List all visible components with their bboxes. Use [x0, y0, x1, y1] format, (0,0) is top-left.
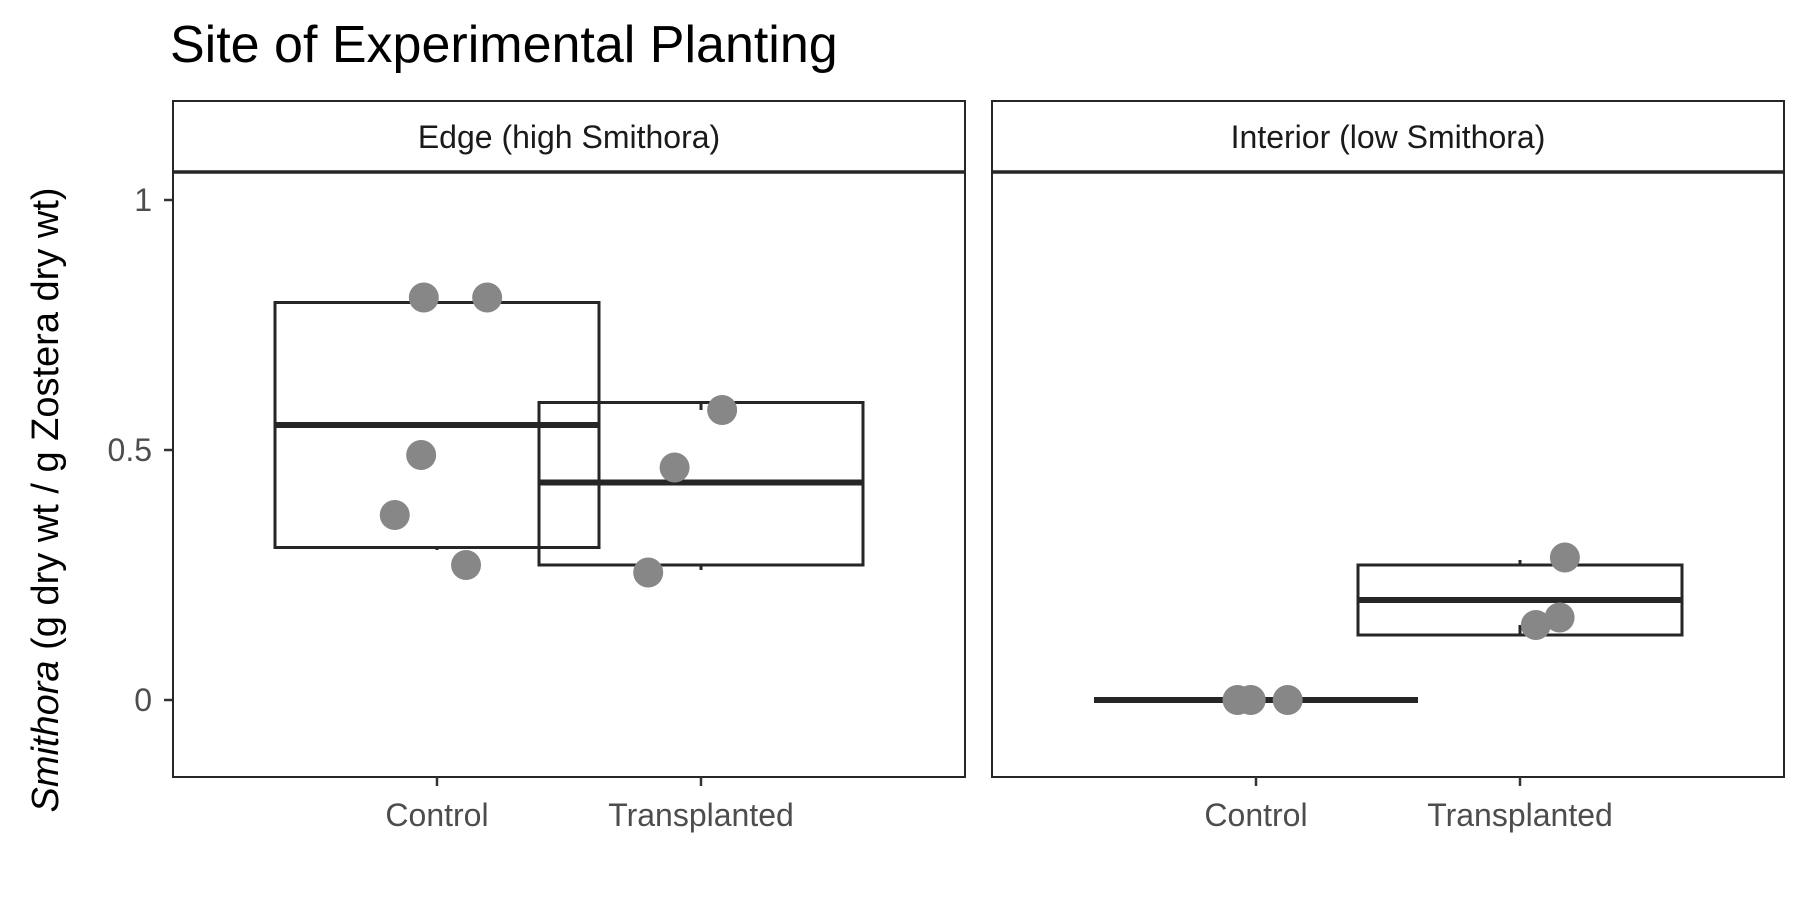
- panel-0-control-point-1: [472, 282, 503, 313]
- panel-0-transplanted-point-1: [659, 452, 690, 483]
- panel-0-x-tick-label-1: Transplanted: [608, 797, 794, 833]
- y-axis-label-rest: (g dry wt / g Zostera dry wt): [25, 187, 67, 660]
- y-axis-label-italic: Smithora: [25, 660, 67, 812]
- panel-1-strip-label: Interior (low Smithora): [1231, 119, 1546, 155]
- panel-0-transplanted-point-2: [633, 557, 664, 588]
- panel-1-x-tick-label-0: Control: [1204, 797, 1307, 833]
- y-axis-label: Smithora (g dry wt / g Zostera dry wt): [25, 187, 67, 812]
- panel-0-strip: [172, 100, 966, 173]
- panel-0-control-point-3: [379, 500, 410, 530]
- panel-0-frame: [172, 171, 966, 778]
- panel-0-transplanted-point-0: [707, 395, 738, 425]
- panel-0-x-tick-label-0: Control: [385, 797, 488, 833]
- plot-layer: 0 0.5 1 Edge (high Smithora) Control Transpla…: [108, 100, 1785, 833]
- panel-1-transplanted-point-2: [1520, 610, 1551, 640]
- panel-1-strip: [991, 100, 1785, 173]
- panel-0-control-point-0: [408, 282, 439, 313]
- y-tick-label-0: 0: [134, 682, 152, 718]
- y-tick-label-2: 1: [134, 182, 152, 218]
- panel-1-transplanted-point-1: [1544, 602, 1575, 633]
- panel-1-transplanted-point-0: [1549, 542, 1580, 573]
- panel-0-control-point-4: [451, 550, 482, 580]
- y-tick-label-1: 0.5: [108, 432, 152, 468]
- panel-1-frame: [991, 171, 1785, 778]
- panel-0-control-point-2: [406, 440, 437, 470]
- chart-title: Site of Experimental Planting: [170, 16, 838, 74]
- panel-1-x-tick-label-1: Transplanted: [1427, 797, 1613, 833]
- panel-0-strip-label: Edge (high Smithora): [418, 119, 720, 155]
- panel-1-control-point-2: [1272, 685, 1303, 715]
- panel-1-control-point-1: [1235, 685, 1266, 715]
